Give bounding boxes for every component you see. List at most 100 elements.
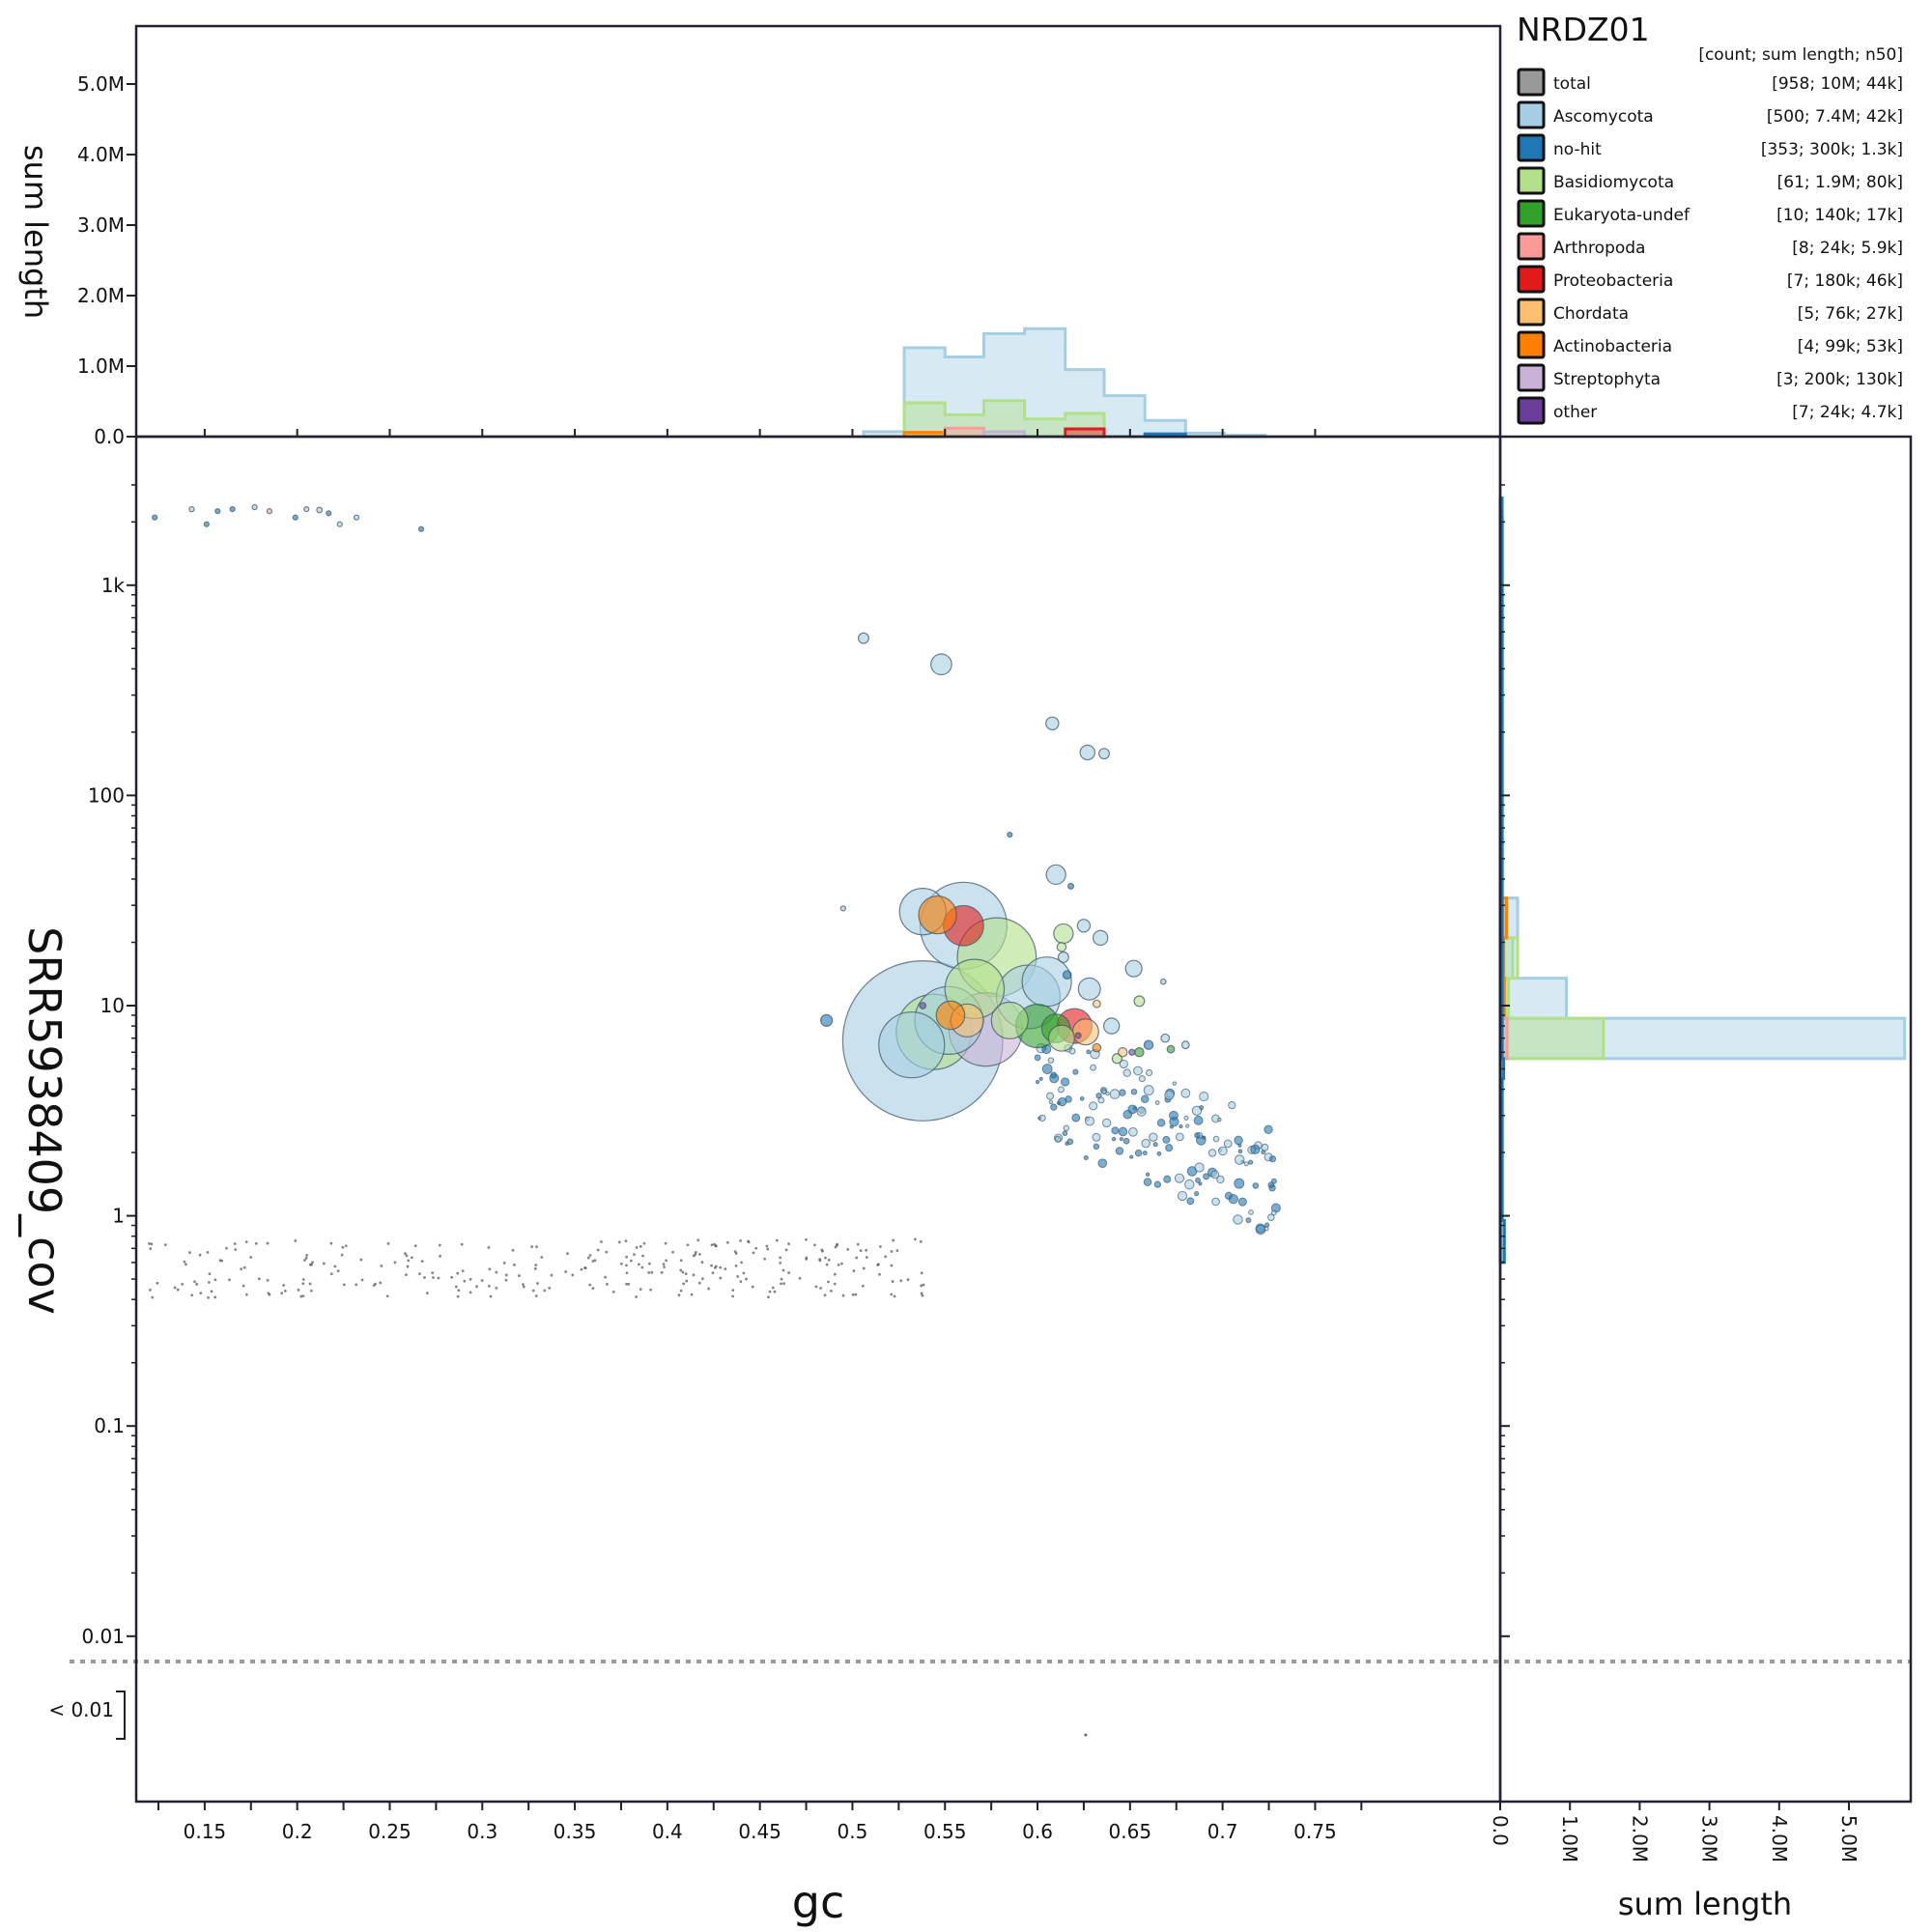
point (884, 1255, 888, 1259)
point (1194, 1132, 1201, 1139)
point (677, 1293, 681, 1297)
point (566, 1252, 569, 1256)
top-hist-tick-label: 2.0M (77, 284, 125, 307)
legend-label: Actinobacteria (1553, 337, 1672, 356)
point-ascomycota (336, 521, 343, 527)
point (890, 1293, 894, 1296)
point (311, 1261, 314, 1264)
point (406, 1264, 410, 1268)
point-basidiomycota (1047, 1024, 1075, 1052)
y-tick-label: 0.01 (81, 1625, 125, 1648)
point (1138, 1075, 1146, 1083)
point (1228, 1101, 1236, 1110)
point (540, 1256, 544, 1259)
point-no-hit (229, 505, 236, 513)
legend-swatch (1517, 166, 1546, 195)
point (633, 1253, 636, 1257)
legend-stats: [7; 24k; 4.7k] (1792, 403, 1903, 422)
point (1248, 1209, 1254, 1215)
legend-swatch (1517, 396, 1546, 425)
point (895, 1249, 899, 1253)
axes: 0.15 0.2 0.25 0.3 0.35 0.4 0.45 0.5 0.55 0.6 0.65 0… (77, 72, 1861, 1862)
point (851, 1293, 855, 1296)
point (707, 1287, 710, 1291)
point (423, 1276, 426, 1279)
point (686, 1243, 690, 1247)
point (163, 1243, 167, 1247)
point (583, 1266, 587, 1269)
point (240, 1267, 243, 1271)
point-ascomycota (1045, 864, 1066, 886)
legend-label: no-hit (1553, 140, 1602, 159)
legend-label: Basidiomycota (1553, 173, 1674, 192)
point (1047, 1057, 1055, 1064)
point-other (919, 1002, 927, 1009)
point (662, 1263, 666, 1266)
point (504, 1273, 508, 1277)
point (681, 1270, 685, 1274)
point (198, 1253, 202, 1257)
point-ascomycota (839, 905, 846, 912)
point-ascomycota (1057, 951, 1069, 963)
point-actinobacteria (1092, 1042, 1102, 1053)
point (1063, 1124, 1070, 1132)
point (766, 1247, 770, 1251)
point (1203, 1173, 1210, 1180)
point (1199, 1091, 1209, 1102)
legend-label: Ascomycota (1553, 107, 1654, 127)
point-ascomycota (1160, 1033, 1171, 1043)
point (1038, 1114, 1046, 1122)
top-hist-tick-label: 1.0M (77, 355, 125, 378)
point (862, 1266, 866, 1270)
point (1223, 1139, 1233, 1149)
point-ascomycota (1103, 1017, 1121, 1035)
point (234, 1248, 238, 1251)
x-tick-label: 0.35 (554, 1820, 597, 1843)
point (1119, 1059, 1128, 1069)
point-ascomycota (1045, 716, 1060, 731)
point (1245, 1217, 1252, 1224)
legend-item-streptophyta: Streptophyta [3; 200k; 130k] (1517, 363, 1903, 392)
point (814, 1285, 818, 1289)
legend-item-no-hit: no-hit [353; 300k; 1.3k] (1517, 133, 1903, 162)
point (148, 1241, 151, 1245)
point-ascomycota (857, 632, 869, 644)
point (694, 1253, 697, 1257)
point-eukaryota-undef (1166, 1044, 1176, 1054)
point (763, 1257, 767, 1261)
legend-swatch (1517, 199, 1546, 228)
point (1105, 1091, 1110, 1096)
legend-item-proteobacteria: Proteobacteria [7; 180k; 46k] (1517, 265, 1903, 294)
point (460, 1242, 464, 1246)
point (700, 1261, 704, 1264)
legend-stats: [5; 76k; 27k] (1798, 304, 1903, 324)
point (833, 1272, 837, 1276)
point (606, 1282, 609, 1286)
point (308, 1282, 312, 1286)
legend-label: Proteobacteria (1553, 271, 1673, 291)
point (771, 1286, 775, 1290)
point (1090, 1064, 1097, 1071)
point (463, 1279, 467, 1283)
point (1038, 1076, 1043, 1081)
point (533, 1266, 537, 1270)
point (625, 1282, 628, 1286)
point (1136, 1106, 1147, 1117)
top-hist-tick-label: 3.0M (77, 213, 125, 237)
point (839, 1262, 843, 1265)
point-basidiomycota (1053, 923, 1074, 945)
point (1035, 1079, 1040, 1085)
point (242, 1265, 246, 1269)
x-tick-label: 0.45 (738, 1820, 781, 1843)
point (819, 1287, 823, 1290)
point (1118, 1126, 1128, 1137)
point (1054, 1135, 1062, 1143)
point (1152, 1142, 1158, 1148)
point (504, 1278, 508, 1282)
point (635, 1246, 639, 1249)
point (698, 1253, 701, 1256)
point-ascomycota (251, 503, 258, 511)
point (571, 1273, 575, 1277)
y-tick-label: 0.1 (94, 1414, 125, 1437)
point (173, 1286, 177, 1290)
